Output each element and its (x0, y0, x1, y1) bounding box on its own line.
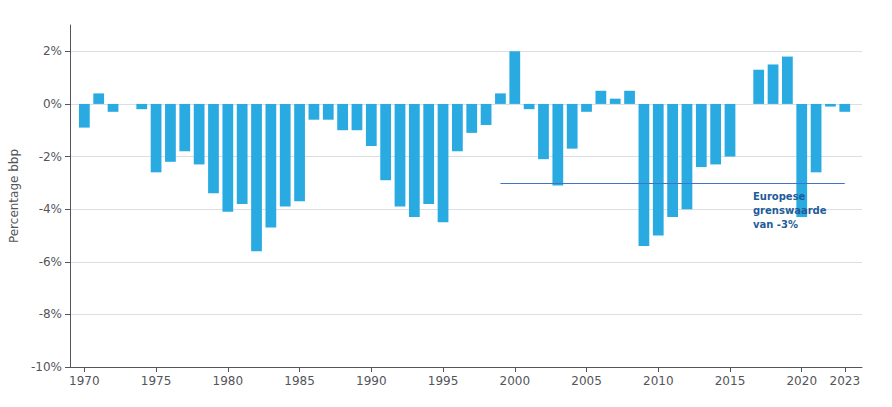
svg-text:-2%: -2% (39, 150, 62, 164)
svg-text:1990: 1990 (356, 374, 387, 388)
svg-text:2005: 2005 (571, 374, 602, 388)
svg-text:2000: 2000 (500, 374, 531, 388)
svg-text:1995: 1995 (428, 374, 459, 388)
svg-text:van -3%: van -3% (753, 219, 798, 230)
svg-text:1980: 1980 (213, 374, 244, 388)
svg-text:2023: 2023 (830, 374, 861, 388)
svg-text:2%: 2% (43, 44, 62, 58)
svg-text:Percentage bbp: Percentage bbp (7, 149, 21, 243)
svg-text:-6%: -6% (39, 255, 62, 269)
svg-text:-8%: -8% (39, 307, 62, 321)
svg-text:1975: 1975 (141, 374, 172, 388)
svg-text:2015: 2015 (715, 374, 746, 388)
svg-text:1970: 1970 (69, 374, 100, 388)
svg-text:2020: 2020 (786, 374, 817, 388)
svg-text:0%: 0% (43, 97, 62, 111)
svg-text:-4%: -4% (39, 202, 62, 216)
svg-text:Europese: Europese (753, 191, 806, 202)
svg-text:-10%: -10% (31, 360, 62, 374)
svg-text:2010: 2010 (643, 374, 674, 388)
svg-text:1985: 1985 (284, 374, 315, 388)
svg-text:grenswaarde: grenswaarde (753, 205, 827, 216)
